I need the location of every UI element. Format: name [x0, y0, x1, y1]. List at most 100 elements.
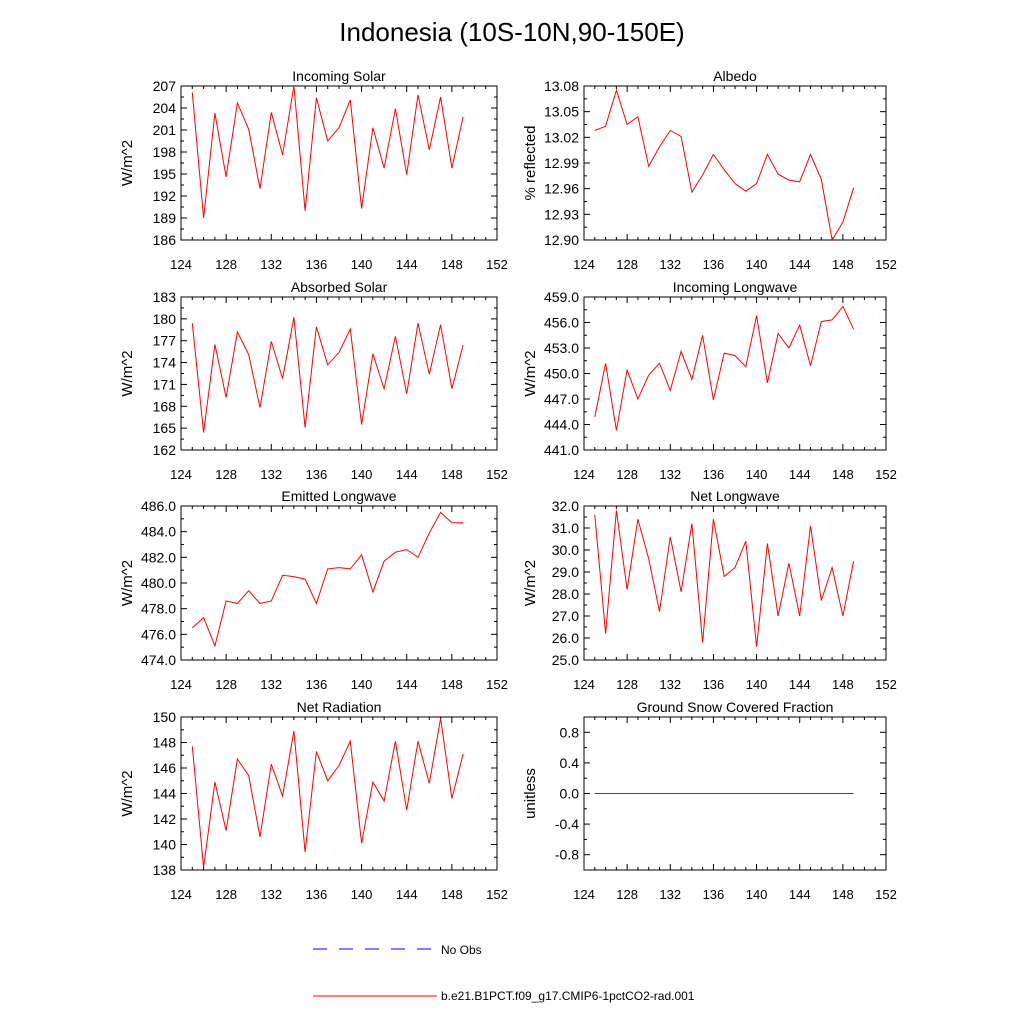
plot-frame	[583, 505, 887, 661]
panel-5: Emitted Longwave W/m^2 124 128 132 136 140 144 1…	[119, 488, 508, 692]
y-axis-label: W/m^2	[119, 350, 136, 396]
x-tick-label: 136	[306, 677, 328, 692]
y-tick-label: 177	[153, 333, 177, 349]
y-tick-label: 450.0	[544, 366, 579, 382]
x-tick-label: 132	[260, 887, 282, 902]
x-tick-label: 132	[260, 257, 282, 272]
series-line	[594, 305, 855, 431]
legend-obs-label: No Obs	[441, 943, 482, 957]
x-tick-label: 152	[875, 467, 897, 482]
x-tick-label: 136	[306, 887, 328, 902]
y-tick-label: 150	[153, 709, 177, 725]
y-tick-label: 476.0	[141, 626, 176, 642]
y-tick-label: 171	[153, 376, 177, 392]
series-line	[594, 88, 855, 242]
y-tick-label: 474.0	[141, 652, 176, 668]
panel-7: Net Radiation W/m^2 124 128 132 136 140 144 148 1…	[119, 699, 508, 902]
x-tick-label: 124	[573, 257, 595, 272]
x-tick-label: 144	[789, 257, 811, 272]
x-tick-label: 152	[875, 677, 897, 692]
y-axis-label: W/m^2	[119, 770, 136, 816]
y-tick-label: 13.05	[544, 104, 579, 120]
x-tick-label: 148	[441, 887, 463, 902]
y-tick-label: 201	[153, 122, 177, 138]
y-tick-label: 207	[153, 78, 177, 94]
x-tick-label: 144	[789, 467, 811, 482]
y-tick-label: 168	[153, 398, 177, 414]
panel-title: Albedo	[713, 68, 757, 84]
y-tick-label: 0.8	[560, 724, 580, 740]
x-tick-label: 140	[351, 887, 373, 902]
y-tick-label: 142	[153, 811, 177, 827]
x-tick-label: 132	[659, 257, 681, 272]
x-tick-label: 136	[306, 257, 328, 272]
y-tick-label: 12.96	[544, 181, 579, 197]
y-tick-label: 165	[153, 420, 177, 436]
panel-8: Ground Snow Covered Fraction unitless 124 1…	[522, 699, 897, 902]
x-tick-label: 124	[170, 257, 192, 272]
plot-frame	[180, 716, 498, 871]
y-tick-label: 28.0	[552, 586, 579, 602]
y-tick-label: -0.4	[555, 816, 579, 832]
x-tick-label: 140	[351, 257, 373, 272]
x-tick-label: 140	[746, 467, 768, 482]
y-tick-label: 453.0	[544, 340, 579, 356]
x-tick-label: 136	[306, 467, 328, 482]
y-tick-label: 138	[153, 862, 177, 878]
panel-2: Albedo % reflected 124 128 132 136 140 144 148 15…	[522, 68, 897, 272]
y-tick-label: 198	[153, 144, 177, 160]
x-tick-label: 144	[789, 677, 811, 692]
x-tick-label: 128	[215, 467, 237, 482]
y-tick-label: 0.0	[560, 786, 580, 802]
y-tick-label: 146	[153, 760, 177, 776]
y-tick-label: 180	[153, 311, 177, 327]
x-tick-label: 124	[573, 467, 595, 482]
y-tick-label: 12.99	[544, 155, 579, 171]
x-tick-label: 124	[170, 887, 192, 902]
y-tick-label: 186	[153, 232, 177, 248]
x-tick-label: 136	[703, 887, 725, 902]
x-tick-label: 152	[875, 257, 897, 272]
x-tick-label: 140	[746, 887, 768, 902]
series-line	[191, 511, 464, 648]
y-tick-label: 25.0	[552, 652, 579, 668]
x-tick-label: 148	[441, 677, 463, 692]
panel-6: Net Longwave W/m^2 124 128 132 136 140 144 148 15…	[522, 488, 897, 692]
y-axis-label: W/m^2	[119, 560, 136, 606]
y-tick-label: 478.0	[141, 601, 176, 617]
x-tick-label: 148	[832, 677, 854, 692]
x-tick-label: 152	[486, 467, 508, 482]
x-tick-label: 128	[616, 887, 638, 902]
x-tick-label: 144	[396, 257, 418, 272]
series-line	[191, 317, 464, 433]
y-tick-label: -0.8	[555, 847, 579, 863]
x-tick-label: 152	[875, 887, 897, 902]
y-tick-label: 13.08	[544, 78, 579, 94]
panel-title: Emitted Longwave	[281, 488, 396, 504]
x-tick-label: 140	[746, 257, 768, 272]
x-tick-label: 148	[832, 887, 854, 902]
panel-1: Incoming Solar W/m^2 124 128 132 136 140 144 148…	[119, 68, 508, 272]
y-tick-label: 31.0	[552, 520, 579, 536]
y-tick-label: 482.0	[141, 549, 176, 565]
panel-title: Absorbed Solar	[291, 279, 388, 295]
x-tick-label: 152	[486, 257, 508, 272]
y-tick-label: 0.4	[560, 755, 580, 771]
x-tick-label: 148	[832, 257, 854, 272]
y-tick-label: 480.0	[141, 575, 176, 591]
y-tick-label: 27.0	[552, 608, 579, 624]
legend-run-label: b.e21.B1PCT.f09_g17.CMIP6-1pctCO2-rad.00…	[441, 989, 695, 1003]
y-tick-label: 183	[153, 289, 177, 305]
x-tick-label: 132	[260, 677, 282, 692]
x-tick-label: 140	[351, 467, 373, 482]
panel-title: Incoming Solar	[292, 68, 386, 84]
x-tick-label: 128	[215, 257, 237, 272]
x-tick-label: 144	[396, 677, 418, 692]
y-tick-label: 29.0	[552, 564, 579, 580]
x-tick-label: 132	[260, 467, 282, 482]
panel-title: Incoming Longwave	[673, 279, 798, 295]
panel-3: Absorbed Solar W/m^2 124 128 132 136 140 144 148…	[119, 279, 508, 482]
x-tick-label: 152	[486, 887, 508, 902]
x-tick-label: 152	[486, 677, 508, 692]
x-tick-label: 148	[441, 467, 463, 482]
